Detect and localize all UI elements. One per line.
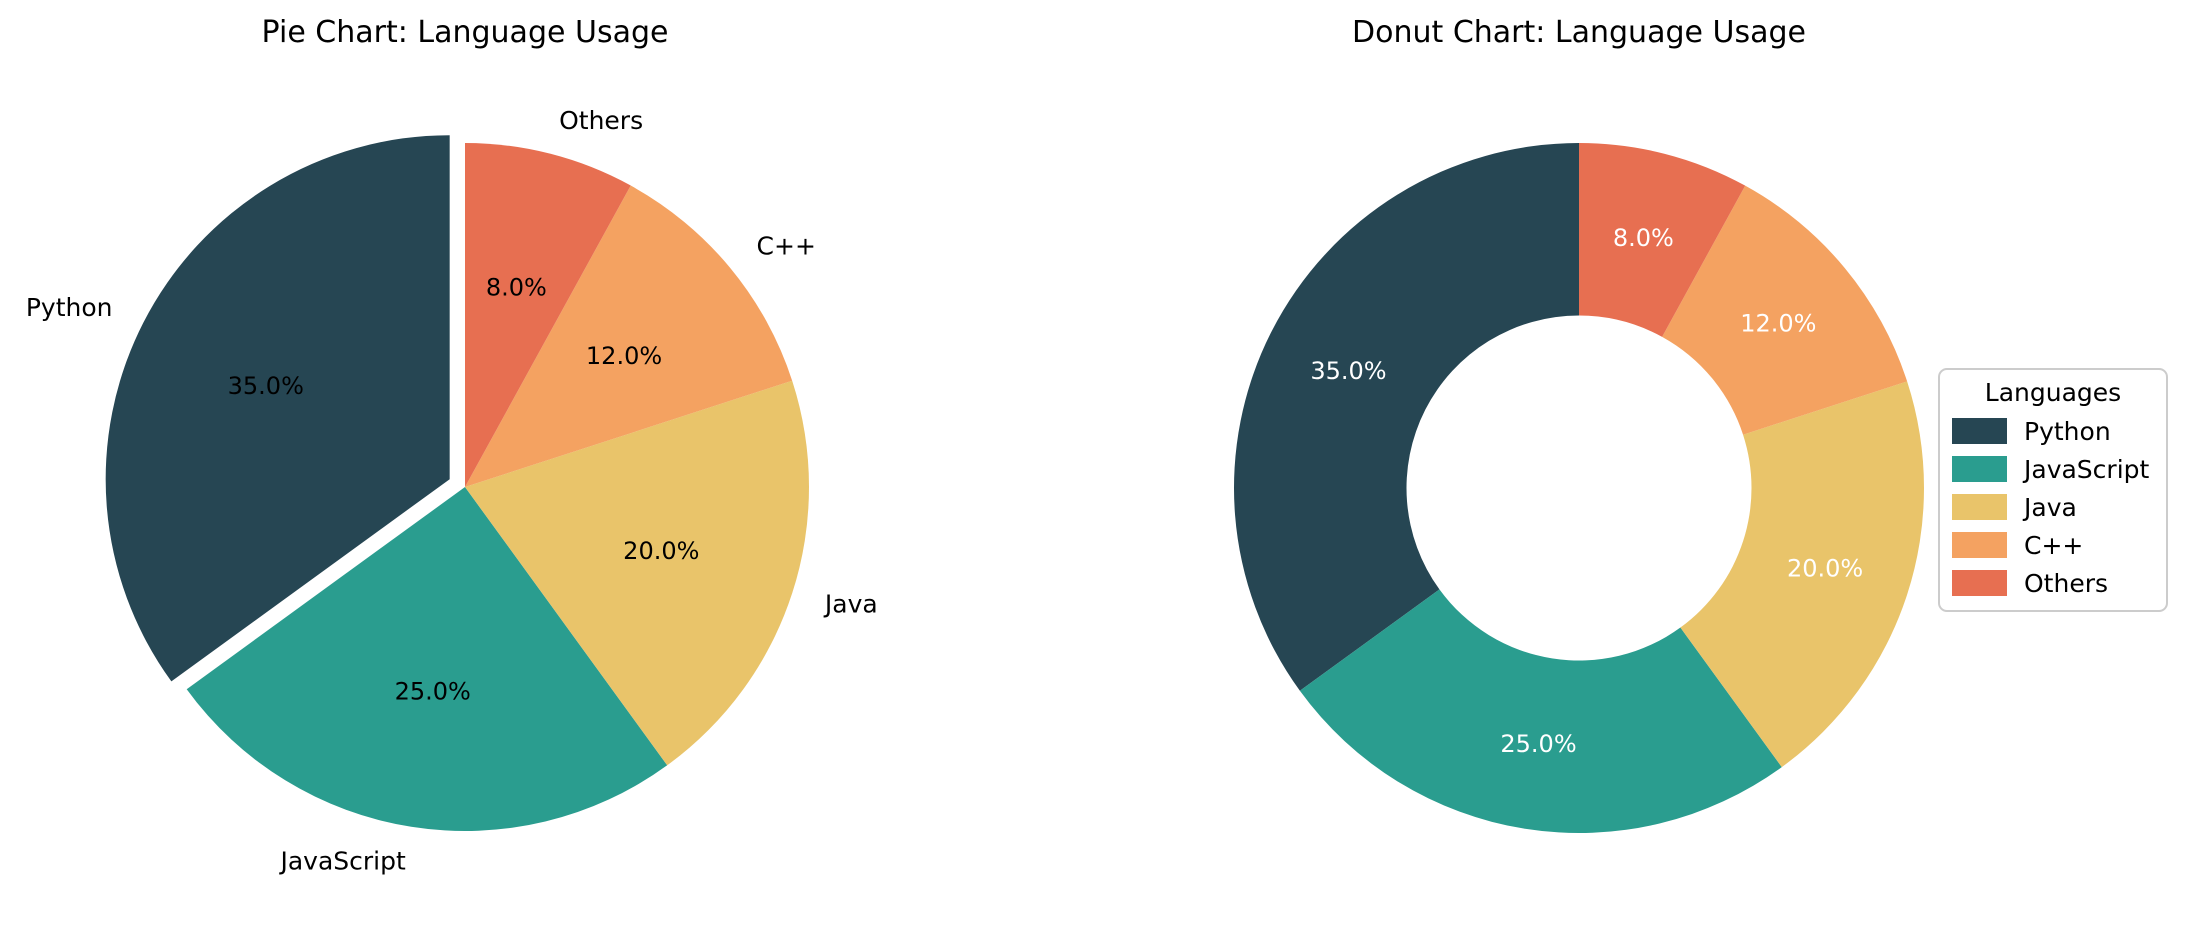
- pie-pct-c: 12.0%: [586, 342, 662, 370]
- legend-swatch-python: [1952, 418, 2007, 444]
- legend-swatch-others: [1952, 570, 2007, 596]
- legend-label-java: Java: [2024, 492, 2077, 522]
- legend-label-python: Python: [2024, 416, 2111, 446]
- donut-slice-c: [1662, 185, 1908, 435]
- pie-pct-javascript: 25.0%: [395, 677, 471, 705]
- pie-slice-c: [465, 185, 793, 487]
- donut-pct-c: 12.0%: [1740, 309, 1816, 337]
- legend-label-javascript: JavaScript: [2024, 454, 2150, 484]
- donut-pct-java: 20.0%: [1787, 554, 1863, 582]
- pie-pct-java: 20.0%: [623, 537, 699, 565]
- pie-label-c: C++: [757, 232, 816, 261]
- donut-slice-java: [1680, 381, 1924, 768]
- pie-pct-others: 8.0%: [486, 273, 547, 301]
- donut-pct-python: 35.0%: [1310, 357, 1386, 385]
- legend-title: Languages: [1984, 378, 2122, 407]
- donut-slice-others: [1579, 143, 1746, 337]
- donut-chart-title: Donut Chart: Language Usage: [1352, 15, 1806, 50]
- legend-label-others: Others: [2024, 568, 2109, 598]
- donut-pct-javascript: 25.0%: [1500, 730, 1576, 758]
- legend-item: JavaScript: [1940, 450, 2166, 488]
- pie-label-javascript: JavaScript: [278, 846, 406, 875]
- legend-item: Python: [1940, 412, 2166, 450]
- pie-label-python: Python: [26, 293, 113, 322]
- legend-label-cpp: C++: [2024, 530, 2084, 560]
- pie-chart-title: Pie Chart: Language Usage: [261, 15, 669, 50]
- donut-slice-javascript: [1299, 589, 1782, 834]
- legend-item: C++: [1940, 526, 2166, 564]
- donut-pct-others: 8.0%: [1613, 224, 1674, 252]
- pie-pct-python: 35.0%: [228, 372, 304, 400]
- pie-slice-javascript: [186, 487, 668, 831]
- pie-slice-python: [105, 135, 450, 682]
- donut-slice-python: [1234, 143, 1579, 691]
- legend: Languages Python JavaScript Java C++ Oth…: [1938, 368, 2168, 612]
- pie-slice-java: [465, 380, 809, 766]
- donut-chart-group: 35.0% 25.0% 20.0% 12.0% 8.0%: [1234, 143, 1924, 834]
- pie-label-java: Java: [823, 590, 878, 619]
- legend-swatch-cpp: [1952, 532, 2007, 558]
- legend-item: Others: [1940, 564, 2166, 602]
- pie-slice-others: [465, 143, 631, 487]
- pie-chart-group: 35.0% Python 25.0% JavaScript 20.0% Java 12.0%…: [26, 106, 878, 875]
- legend-swatch-javascript: [1952, 456, 2007, 482]
- legend-item: Java: [1940, 488, 2166, 526]
- pie-label-others: Others: [559, 106, 643, 135]
- legend-swatch-java: [1952, 494, 2007, 520]
